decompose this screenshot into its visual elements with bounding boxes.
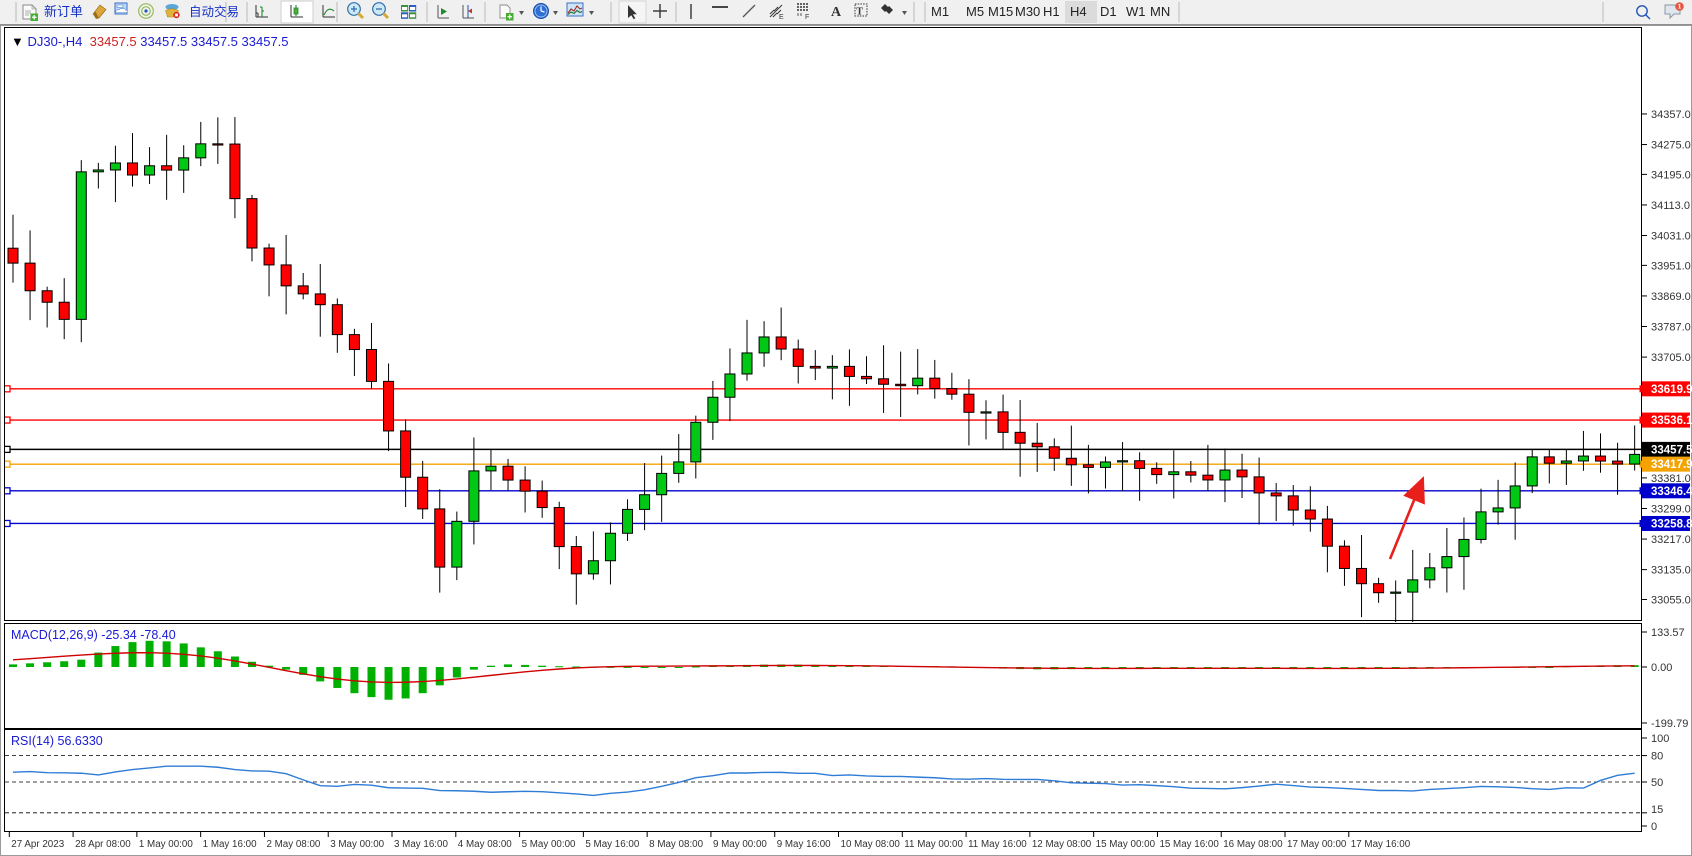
svg-text:33536.1: 33536.1 <box>1651 415 1692 427</box>
svg-text:50: 50 <box>1651 777 1663 789</box>
svg-text:2 May 08:00: 2 May 08:00 <box>266 839 320 850</box>
svg-text:M15: M15 <box>988 4 1013 19</box>
svg-text:自动交易: 自动交易 <box>189 4 239 19</box>
svg-text:33299.0: 33299.0 <box>1651 503 1691 515</box>
svg-text:D1: D1 <box>1100 4 1117 19</box>
svg-text:H1: H1 <box>1043 4 1060 19</box>
svg-text:33381.0: 33381.0 <box>1651 473 1691 485</box>
svg-text:15 May 16:00: 15 May 16:00 <box>1159 839 1219 850</box>
svg-text:M30: M30 <box>1015 4 1040 19</box>
svg-text:33869.0: 33869.0 <box>1651 291 1691 303</box>
svg-text:3 May 16:00: 3 May 16:00 <box>394 839 448 850</box>
svg-text:17 May 16:00: 17 May 16:00 <box>1351 839 1411 850</box>
svg-text:33135.0: 33135.0 <box>1651 565 1691 577</box>
svg-text:15: 15 <box>1651 804 1663 816</box>
svg-text:133.57: 133.57 <box>1651 627 1685 639</box>
svg-text:10 May 08:00: 10 May 08:00 <box>841 839 901 850</box>
svg-text:E: E <box>779 14 784 21</box>
svg-text:1: 1 <box>1678 4 1682 11</box>
svg-text:-199.79: -199.79 <box>1651 718 1688 730</box>
svg-text:8 May 08:00: 8 May 08:00 <box>649 839 703 850</box>
svg-text:34357.0: 34357.0 <box>1651 109 1691 121</box>
svg-text:16 May 08:00: 16 May 08:00 <box>1223 839 1283 850</box>
svg-text:新订单: 新订单 <box>44 4 83 19</box>
svg-text:11 May 00:00: 11 May 00:00 <box>904 839 963 850</box>
svg-text:33055.0: 33055.0 <box>1651 594 1691 606</box>
svg-text:27 Apr 2023: 27 Apr 2023 <box>11 839 64 850</box>
svg-text:15 May 00:00: 15 May 00:00 <box>1096 839 1156 850</box>
svg-text:4 May 08:00: 4 May 08:00 <box>458 839 512 850</box>
svg-text:9 May 00:00: 9 May 00:00 <box>713 839 767 850</box>
svg-text:34195.0: 34195.0 <box>1651 169 1691 181</box>
svg-text:H4: H4 <box>1070 4 1087 19</box>
svg-text:0.00: 0.00 <box>1651 662 1672 674</box>
svg-text:T: T <box>856 7 863 18</box>
svg-text:9 May 16:00: 9 May 16:00 <box>777 839 831 850</box>
svg-text:28 Apr 08:00: 28 Apr 08:00 <box>75 839 131 850</box>
svg-text:F: F <box>805 14 809 21</box>
svg-text:33787.0: 33787.0 <box>1651 322 1691 334</box>
svg-text:M5: M5 <box>966 4 984 19</box>
svg-text:11 May 16:00: 11 May 16:00 <box>968 839 1027 850</box>
svg-text:W1: W1 <box>1126 4 1146 19</box>
svg-text:34113.0: 34113.0 <box>1651 200 1690 212</box>
svg-text:34275.0: 34275.0 <box>1651 140 1691 152</box>
svg-text:34031.0: 34031.0 <box>1651 231 1691 243</box>
svg-text:33346.4: 33346.4 <box>1651 486 1692 498</box>
svg-text:33619.9: 33619.9 <box>1651 384 1692 396</box>
svg-text:12 May 08:00: 12 May 08:00 <box>1032 839 1092 850</box>
svg-text:100: 100 <box>1651 733 1669 745</box>
svg-text:33217.0: 33217.0 <box>1651 534 1691 546</box>
svg-text:5 May 00:00: 5 May 00:00 <box>522 839 576 850</box>
svg-text:3 May 00:00: 3 May 00:00 <box>330 839 384 850</box>
svg-text:80: 80 <box>1651 751 1663 763</box>
svg-text:33258.8: 33258.8 <box>1651 518 1692 530</box>
svg-text:17 May 00:00: 17 May 00:00 <box>1287 839 1347 850</box>
svg-text:5 May 16:00: 5 May 16:00 <box>585 839 639 850</box>
svg-text:A: A <box>831 5 842 20</box>
svg-text:1 May 16:00: 1 May 16:00 <box>203 839 257 850</box>
svg-text:MN: MN <box>1150 4 1170 19</box>
svg-text:M1: M1 <box>931 4 949 19</box>
svg-text:33951.0: 33951.0 <box>1651 260 1691 272</box>
svg-text:33705.0: 33705.0 <box>1651 352 1691 364</box>
svg-text:33457.5: 33457.5 <box>1651 444 1692 456</box>
svg-text:33417.9: 33417.9 <box>1651 459 1692 471</box>
svg-text:1 May 00:00: 1 May 00:00 <box>139 839 193 850</box>
